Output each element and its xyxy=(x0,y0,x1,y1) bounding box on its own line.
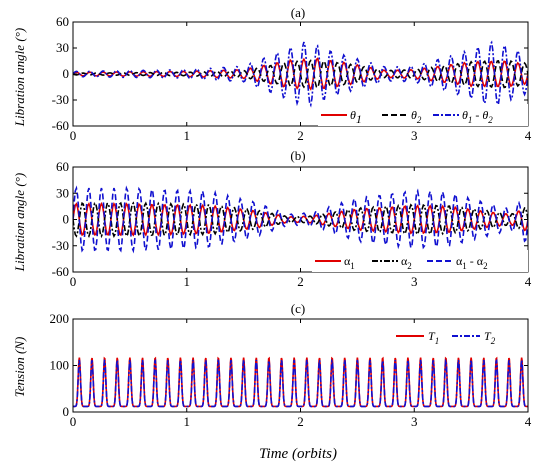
x-tick-label: 4 xyxy=(525,274,532,289)
panel-b-series xyxy=(73,185,528,254)
legend-alpha1-label: α1 xyxy=(344,254,355,271)
x-tick-label: 4 xyxy=(525,128,532,143)
y-tick-label: 60 xyxy=(56,159,69,174)
y-tick-label: -30 xyxy=(52,92,69,107)
y-tick-label: 0 xyxy=(63,404,70,419)
x-tick-label: 2 xyxy=(297,274,304,289)
y-tick-label: -30 xyxy=(52,238,69,253)
x-tick-label: 3 xyxy=(411,414,418,429)
y-tick-label: 100 xyxy=(50,358,70,373)
x-tick-label: 0 xyxy=(70,414,77,429)
x-tick-label: 2 xyxy=(297,414,304,429)
series--1-2-line xyxy=(73,185,528,254)
x-tick-label: 3 xyxy=(411,128,418,143)
panel-b-legend-box xyxy=(312,250,528,272)
legend-alpha2-label: α2 xyxy=(401,254,412,271)
panel-a-title: (a) xyxy=(291,5,305,20)
panel-b-title: (b) xyxy=(290,148,305,163)
x-tick-label: 2 xyxy=(297,128,304,143)
panel-b: 0 1 2 3 4 -60 -30 0 30 60 α1 α2 α1 - α2 xyxy=(52,159,532,289)
panel-c-ylabel: Tension (N) xyxy=(12,337,27,398)
x-tick-label: 3 xyxy=(411,274,418,289)
y-tick-label: 0 xyxy=(63,66,70,81)
y-tick-label: 0 xyxy=(63,212,70,227)
x-axis-label: Time (orbits) xyxy=(259,446,337,462)
x-tick-label: 0 xyxy=(70,274,77,289)
y-tick-label: 60 xyxy=(56,14,69,29)
panel-a-ylabel: Libration angle (°) xyxy=(12,28,27,127)
panel-c-series xyxy=(73,356,528,408)
panel-c-legend-box xyxy=(392,326,526,346)
y-tick-label: 30 xyxy=(56,185,69,200)
x-tick-label: 1 xyxy=(184,414,191,429)
x-tick-label: 1 xyxy=(184,128,191,143)
legend-alpha-diff-label: α1 - α2 xyxy=(456,254,488,271)
panel-a-series xyxy=(73,40,528,108)
panel-a-legend-box xyxy=(318,104,528,126)
panel-b-legend: α1 α2 α1 - α2 xyxy=(312,250,528,272)
panel-c-legend: T1 T2 xyxy=(392,326,526,346)
y-tick-label: -60 xyxy=(52,264,69,279)
legend-theta-diff-label: θ1 - θ2 xyxy=(462,108,493,125)
legend-t1-label: T1 xyxy=(428,329,439,346)
panel-b-ylabel: Libration angle (°) xyxy=(12,173,27,272)
y-tick-label: 30 xyxy=(56,40,69,55)
series--1-2-line xyxy=(73,40,528,108)
legend-theta1-label: θ1 xyxy=(350,108,362,126)
x-tick-label: 0 xyxy=(70,128,77,143)
series-t2-line xyxy=(73,358,528,408)
panel-a-legend: θ1 θ2 θ1 - θ2 xyxy=(318,104,528,126)
panel-c: 0 1 2 3 4 0 100 200 T1 T2 xyxy=(50,311,532,429)
panel-a: 0 1 2 3 4 -60 -30 0 30 60 θ1 θ2 θ1 - θ2 xyxy=(52,14,532,143)
legend-t2-label: T2 xyxy=(484,329,496,346)
y-tick-label: -60 xyxy=(52,118,69,133)
legend-theta2-label: θ2 xyxy=(411,108,422,125)
x-tick-label: 4 xyxy=(525,414,532,429)
panel-c-title: (c) xyxy=(291,301,305,316)
x-tick-label: 1 xyxy=(184,274,191,289)
y-tick-label: 200 xyxy=(50,311,70,326)
